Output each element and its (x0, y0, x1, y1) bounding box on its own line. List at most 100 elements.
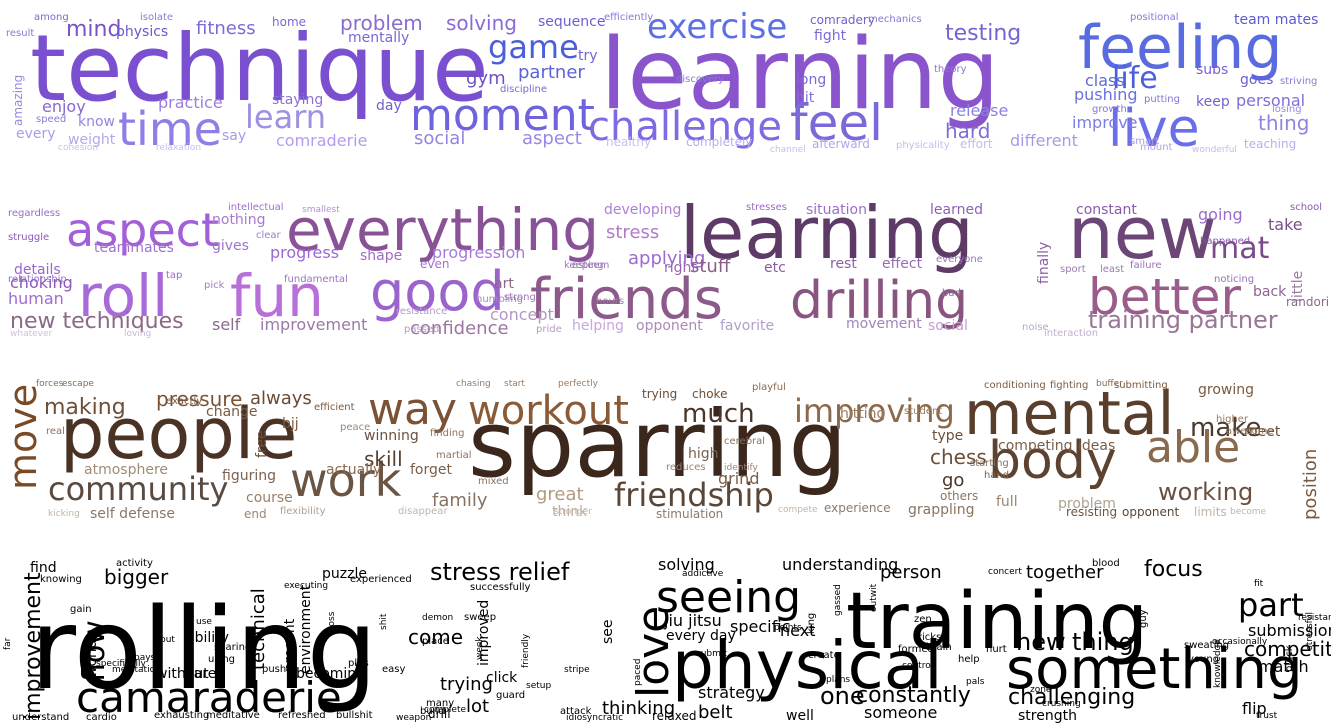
cloud-1-word: weight (68, 132, 116, 148)
cloud-3-word: think (552, 504, 588, 520)
cloud-3-word: meet (1244, 424, 1281, 440)
cloud-3-word: experience (824, 501, 891, 515)
cloud-2-word: noticing (1214, 274, 1254, 285)
cloud-4-word: tricks (914, 632, 941, 643)
cloud-1-word: different (1010, 131, 1078, 150)
cloud-4-word: pays (134, 653, 156, 663)
cloud-2-word: pride (536, 324, 562, 335)
cloud-4-word: find (30, 560, 57, 576)
cloud-4-word: plus (348, 658, 369, 669)
cloud-4-word: guard (496, 690, 525, 701)
cloud-2-word: bad (942, 288, 961, 299)
cloud-4-word: points (774, 623, 802, 633)
cloud-1-word: fitness (196, 18, 256, 39)
cloud-1-word: mind (66, 17, 121, 42)
cloud-2-word: hours (596, 296, 624, 307)
cloud-2-word: better (1088, 268, 1241, 326)
cloud-3-word: fighting (1050, 380, 1088, 391)
cloud-4-word: bigger (104, 565, 169, 589)
cloud-4-word: week (475, 636, 485, 660)
cloud-4-word: technical (248, 588, 269, 670)
cloud-1-word: enjoy (42, 97, 86, 116)
cloud-4-word: stressful (1305, 612, 1315, 650)
cloud-3-word: starting (970, 458, 1009, 469)
cloud-4-word: zone (1030, 685, 1052, 695)
cloud-1-word: subs (1196, 62, 1228, 78)
cloud-3-word: hitting (840, 406, 885, 422)
cloud-1-word: improve (1072, 113, 1138, 132)
cloud-4-word: ability (186, 630, 229, 646)
cloud-4-word: activity (116, 558, 153, 569)
cloud-2-word: mat (1210, 231, 1270, 266)
cloud-4-word: hurt (986, 644, 1007, 655)
cloud-4-word: plans (826, 675, 850, 685)
cloud-4-word: click (486, 670, 518, 686)
cloud-1-word: mount (1140, 142, 1173, 153)
cloud-3-word: free (254, 430, 270, 458)
cloud-2-word: etc (764, 260, 786, 276)
cloud-4-word: becoming (296, 666, 365, 682)
cloud-3-word: full (996, 494, 1018, 510)
cloud-4-word: exhausting (154, 710, 209, 721)
cloud-2-word: fundamental (284, 274, 348, 285)
cloud-1-word: teaching (1244, 137, 1296, 151)
cloud-4-word: zen (914, 614, 932, 625)
cloud-3-word: mixed (478, 476, 509, 487)
cloud-4-word: jiu jitsu (663, 611, 722, 630)
cloud-3-word: self defense (90, 506, 175, 522)
cloud-1-word: speed (36, 114, 66, 125)
cloud-3-word: disappear (398, 506, 448, 517)
cloud-4-word: put (160, 635, 175, 645)
cloud-4-word: complete (424, 705, 467, 715)
cloud-3-word: end (244, 507, 267, 521)
cloud-3-word: much (682, 399, 755, 429)
cloud-1-word: release (950, 101, 1008, 120)
cloud-4-word: trust (1256, 711, 1278, 721)
cloud-2-word: loving (124, 329, 151, 339)
cloud-4-word: stress relief (430, 558, 570, 586)
cloud-3-word: growing (1198, 382, 1254, 398)
cloud-1-word: aspect (522, 128, 582, 149)
cloud-4-word: person (880, 562, 942, 583)
cloud-4-word: strength (1018, 708, 1077, 724)
cloud-2-word: struggle (8, 232, 49, 243)
cloud-1-word: afterward (812, 137, 870, 151)
cloud-2-word: relationship (8, 274, 67, 285)
cloud-1-word: among (34, 12, 69, 23)
cloud-4-word: something (1006, 637, 1303, 702)
word-cloud-3: sparring people mental body able work way worko… (0, 370, 1331, 530)
cloud-2-word: noise (1022, 322, 1049, 333)
cloud-1-word: partner (518, 62, 585, 83)
cloud-1-word: home (272, 15, 306, 29)
cloud-1-word: team mates (1234, 12, 1318, 28)
cloud-4-word: help (958, 654, 980, 665)
cloud-3-word: making (44, 395, 126, 420)
cloud-1-word: mechanics (868, 14, 922, 25)
cloud-1-word: completely (686, 135, 753, 149)
cloud-4-word: meditative (206, 710, 260, 721)
cloud-1-word: learning (600, 18, 1000, 132)
cloud-1-word: every (16, 126, 56, 142)
cloud-4-word: push (262, 664, 286, 675)
cloud-4-word: well (786, 708, 814, 724)
cloud-4-word: see (600, 619, 616, 644)
cloud-4-word: cardio (86, 712, 117, 723)
cloud-4-word: drill (428, 707, 451, 721)
cloud-4-word: come (408, 625, 463, 649)
cloud-3-word: compete (778, 505, 818, 515)
cloud-1-word: keep (1196, 94, 1230, 110)
cloud-4-word: competition (1244, 637, 1331, 661)
cloud-3-word: ideas (1078, 438, 1115, 454)
cloud-4-word: formed (898, 644, 934, 655)
cloud-2-word: everything (286, 196, 599, 264)
cloud-4-word: gain (70, 604, 92, 615)
cloud-3-word: resisting (1066, 505, 1117, 519)
cloud-4-word: weapon (396, 713, 431, 723)
cloud-2-word: movement (846, 316, 922, 332)
cloud-3-word: high (688, 446, 719, 462)
cloud-2-word: little (1290, 271, 1306, 302)
cloud-1-word: thing (1258, 111, 1309, 135)
cloud-4-word: successfully (470, 582, 531, 593)
cloud-3-word: efficient (314, 402, 355, 413)
